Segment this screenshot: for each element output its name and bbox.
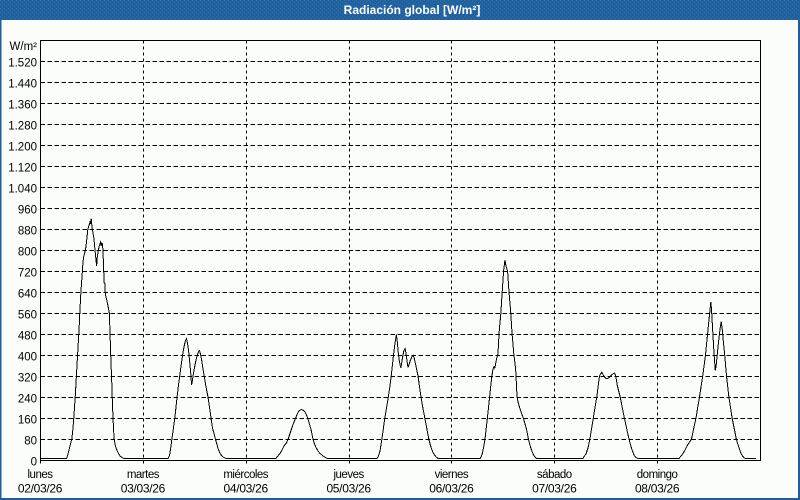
svg-text:05/03/26: 05/03/26 xyxy=(326,482,371,496)
svg-text:miércoles: miércoles xyxy=(223,469,268,481)
svg-text:80: 80 xyxy=(24,436,37,448)
svg-text:viernes: viernes xyxy=(435,469,469,481)
svg-text:560: 560 xyxy=(18,310,37,322)
svg-text:Radiación global [W/m²]: Radiación global [W/m²] xyxy=(344,3,481,17)
svg-text:domingo: domingo xyxy=(637,469,678,481)
svg-text:800: 800 xyxy=(18,247,37,259)
svg-text:03/03/26: 03/03/26 xyxy=(121,482,166,496)
svg-text:08/03/26: 08/03/26 xyxy=(635,482,680,496)
svg-text:06/03/26: 06/03/26 xyxy=(429,482,474,496)
svg-text:martes: martes xyxy=(127,469,160,481)
svg-text:jueves: jueves xyxy=(332,469,364,481)
svg-text:1.520: 1.520 xyxy=(8,58,37,70)
svg-text:07/03/26: 07/03/26 xyxy=(532,482,577,496)
svg-text:sábado: sábado xyxy=(537,469,572,481)
svg-text:1.360: 1.360 xyxy=(8,100,37,112)
svg-text:240: 240 xyxy=(18,394,37,406)
svg-text:04/03/26: 04/03/26 xyxy=(224,482,269,496)
svg-text:640: 640 xyxy=(18,289,37,301)
svg-text:1.120: 1.120 xyxy=(8,163,37,175)
svg-text:880: 880 xyxy=(18,226,37,238)
svg-text:400: 400 xyxy=(18,352,37,364)
svg-text:160: 160 xyxy=(18,415,37,427)
svg-text:lunes: lunes xyxy=(28,469,54,481)
svg-text:1.040: 1.040 xyxy=(8,184,37,196)
svg-text:1.280: 1.280 xyxy=(8,121,37,133)
svg-text:W/m²: W/m² xyxy=(10,41,38,53)
svg-text:1.200: 1.200 xyxy=(8,142,37,154)
svg-text:720: 720 xyxy=(18,268,37,280)
svg-text:1.440: 1.440 xyxy=(8,79,37,91)
svg-text:480: 480 xyxy=(18,331,37,343)
svg-text:960: 960 xyxy=(18,205,37,217)
svg-text:0: 0 xyxy=(31,457,37,469)
svg-text:320: 320 xyxy=(18,373,37,385)
svg-text:02/03/26: 02/03/26 xyxy=(18,482,63,496)
